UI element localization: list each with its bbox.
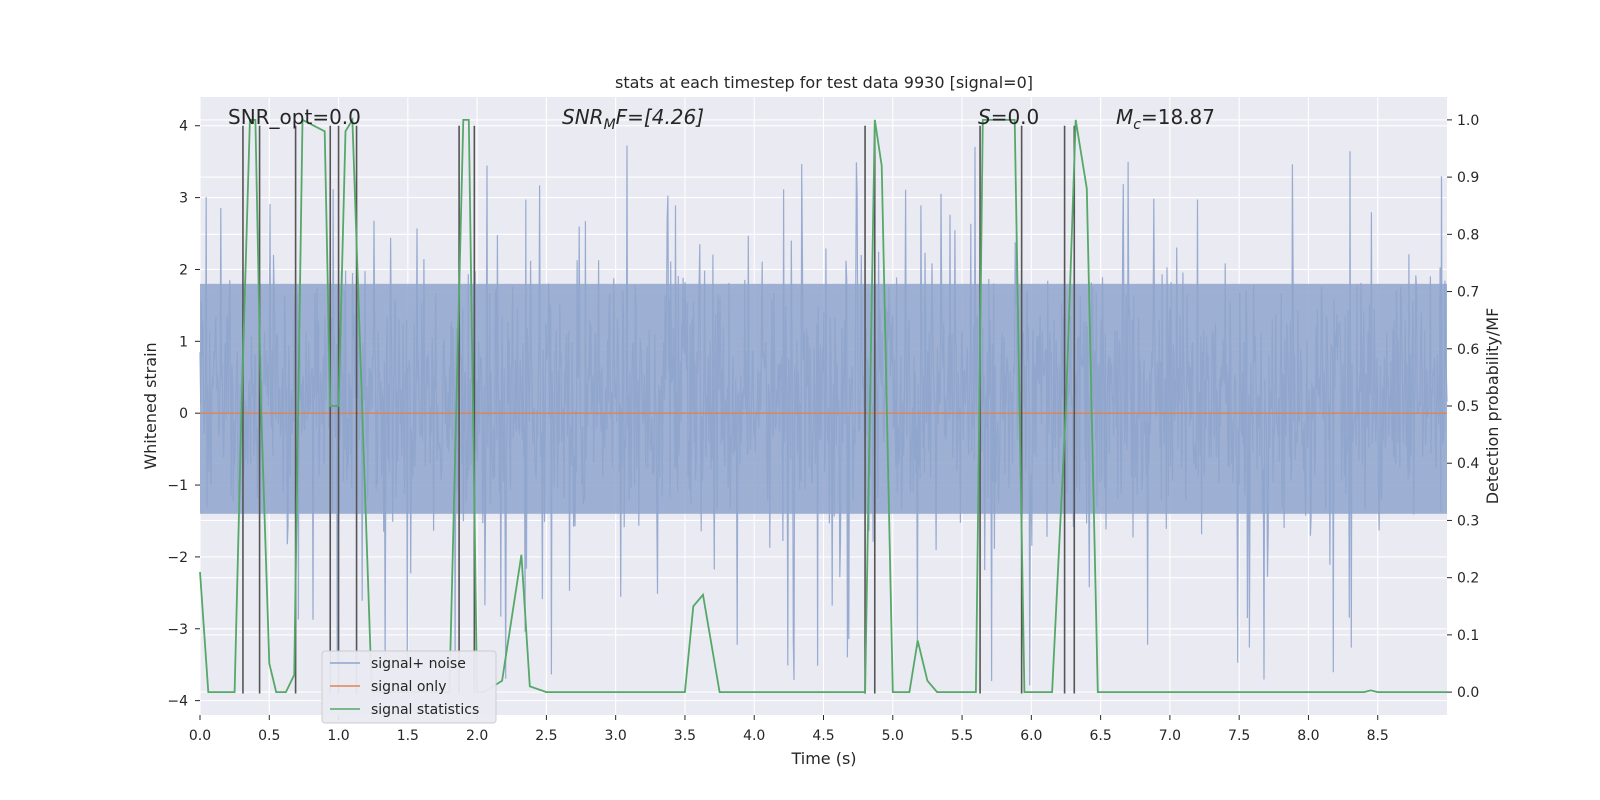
legend-box [321,650,497,724]
annotation-mc-label: M [1116,105,1133,129]
x-tick-label: 3.5 [674,728,696,744]
y-tick-label: 1 [179,334,188,350]
x-tick-label: 2.5 [535,728,557,744]
signal-noise-band [200,283,1447,514]
x-tick-label: 6.5 [1089,728,1111,744]
annotation-s-label: S [978,105,991,129]
y-right-tick-label: 0.3 [1457,513,1479,529]
x-tick-label: 0.0 [189,728,211,744]
y-tick-label: −4 [167,694,188,710]
x-tick-label: 6.0 [1020,728,1042,744]
x-tick-label: 8.0 [1297,728,1319,744]
vertical-lines [242,125,1076,694]
x-tick-label: 8.5 [1367,728,1389,744]
x-tick-label: 4.0 [743,728,765,744]
x-tick-label: 1.5 [397,728,419,744]
y-axis-ticks: 4 3 2 1 0 −1 −2 −3 −4 [167,119,200,710]
y-tick-label: −3 [167,622,188,638]
legend-label-signal-only: signal only [371,679,446,695]
x-tick-label: 5.0 [882,728,904,744]
legend: signal+ noise signal only signal statist… [321,650,497,724]
x-tick-label: 2.0 [466,728,488,744]
x-tick-label: 5.5 [951,728,973,744]
y-tick-label: 3 [179,191,188,207]
y-tick-label: 2 [179,262,188,278]
legend-label-signal-statistics: signal statistics [371,702,479,718]
annotation-s-rest: =0.0 [991,105,1040,129]
signal-noise-series [199,145,1448,686]
x-tick-label: 4.5 [812,728,834,744]
annotation-s: S=0.0 [978,105,1039,129]
y-right-axis-label: Detection probability/MF [1483,308,1502,505]
annotation-snr-mf-sub: M [604,117,616,133]
x-axis-label: Time (s) [790,749,856,768]
y-tick-label: −1 [167,478,188,494]
y-tick-label: 0 [179,406,188,422]
y-right-axis-ticks: 1.0 0.9 0.8 0.7 0.6 0.5 0.4 0.3 0.2 0.1 0.0 [1447,113,1479,701]
legend-label-signal-noise: signal+ noise [371,656,466,672]
annotation-mc-rest: =18.87 [1141,105,1215,129]
y-right-tick-label: 0.8 [1457,227,1479,243]
signal-statistics-line [199,116,1447,693]
y-right-tick-label: 1.0 [1457,113,1479,129]
chart-title: stats at each timestep for test data 993… [615,73,1033,92]
x-tick-label: 7.0 [1159,728,1181,744]
x-axis-ticks: 0.0 0.5 1.0 1.5 2.0 2.5 3.0 3.5 4.0 4.5 5.0 5.5 6.0 6… [189,715,1389,744]
annotation-snr-mf-rest: F=[4.26] [616,105,704,129]
y-tick-label: 4 [179,119,188,135]
y-right-tick-label: 0.0 [1457,685,1479,701]
y-right-tick-label: 0.4 [1457,456,1479,472]
y-right-tick-label: 0.9 [1457,170,1479,186]
signal-statistics-series [199,116,1447,693]
annotation-mc: Mc=18.87 [1116,105,1215,133]
y-right-tick-label: 0.2 [1457,571,1479,587]
x-tick-label: 1.0 [327,728,349,744]
y-axis-label: Whitened strain [141,342,160,469]
y-right-tick-label: 0.7 [1457,285,1479,301]
y-tick-label: −2 [167,550,188,566]
annotation-snr-opt: SNR_opt=0.0 [228,105,361,129]
y-right-tick-label: 0.6 [1457,342,1479,358]
y-right-tick-label: 0.5 [1457,399,1479,415]
x-tick-label: 0.5 [258,728,280,744]
annotation-mc-sub: c [1133,117,1141,133]
annotation-snr-mf-label: SNR [562,105,604,129]
x-tick-label: 7.5 [1228,728,1250,744]
x-tick-label: 3.0 [605,728,627,744]
y-right-tick-label: 0.1 [1457,628,1479,644]
annotation-snr-mf: SNRMF=[4.26] [562,105,704,133]
